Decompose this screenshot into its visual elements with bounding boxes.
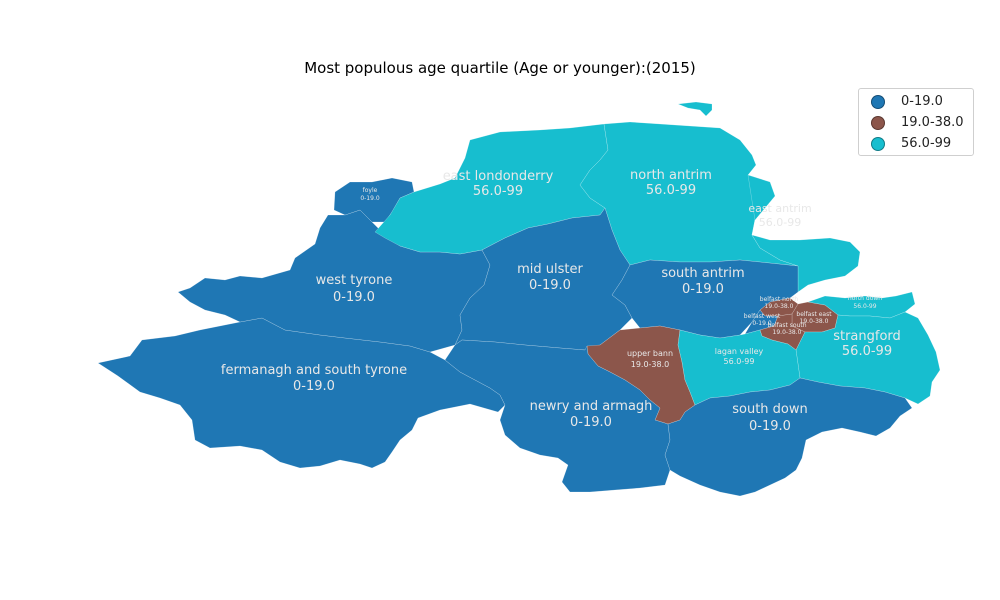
- region-newry-armagh[interactable]: [444, 339, 671, 493]
- label-belfast-east: belfast east 19.0-38.0: [796, 311, 832, 325]
- label-newry-armagh: newry and armagh 0-19.0: [530, 399, 653, 430]
- region-south-down[interactable]: [664, 377, 913, 497]
- label-north-antrim: north antrim 56.0-99: [630, 168, 712, 198]
- label-belfast-west: belfast west 0-19.0: [744, 313, 781, 327]
- legend-label: 19.0-38.0: [901, 115, 964, 130]
- label-north-down: north down 56.0-99: [848, 295, 882, 310]
- label-south-down: south down 0-19.0: [732, 402, 808, 434]
- island-rathlin: [677, 101, 713, 117]
- label-west-tyrone: west tyrone 0-19.0: [316, 273, 393, 305]
- legend-label: 0-19.0: [901, 94, 943, 109]
- region-strangford[interactable]: [795, 311, 941, 405]
- label-lagan-valley: lagan valley 56.0-99: [715, 347, 764, 366]
- label-foyle: foyle 0-19.0: [360, 187, 380, 202]
- region-east-antrim[interactable]: [747, 174, 861, 293]
- label-upper-bann: upper bann 19.0-38.0: [627, 349, 673, 369]
- label-east-antrim: east antrim 56.0-99: [748, 202, 811, 229]
- label-east-londonderry: east londonderry 56.0-99: [443, 169, 554, 199]
- legend: 0-19.0 19.0-38.0 56.0-99: [858, 88, 974, 156]
- legend-item: 19.0-38.0: [871, 115, 964, 130]
- legend-item: 0-19.0: [871, 94, 943, 109]
- region-labels: foyle 0-19.0 east londonderry 56.0-99 nort…: [221, 168, 901, 434]
- legend-marker: [871, 136, 885, 151]
- label-belfast-north: belfast north 19.0-38.0: [760, 296, 799, 310]
- region-mid-ulster[interactable]: [454, 207, 633, 351]
- label-strangford: strangford 56.0-99: [833, 329, 901, 359]
- label-mid-ulster: mid ulster 0-19.0: [517, 262, 583, 293]
- legend-item: 56.0-99: [871, 136, 951, 151]
- label-belfast-south: belfast south 19.0-38.0: [767, 322, 806, 336]
- legend-marker: [871, 115, 885, 130]
- label-south-antrim: south antrim 0-19.0: [661, 266, 744, 297]
- legend-label: 56.0-99: [901, 136, 952, 151]
- map-title: Most populous age quartile (Age or young…: [304, 59, 696, 77]
- legend-marker: [871, 94, 885, 109]
- label-fermanagh-south-tyrone: fermanagh and south tyrone 0-19.0: [221, 363, 407, 394]
